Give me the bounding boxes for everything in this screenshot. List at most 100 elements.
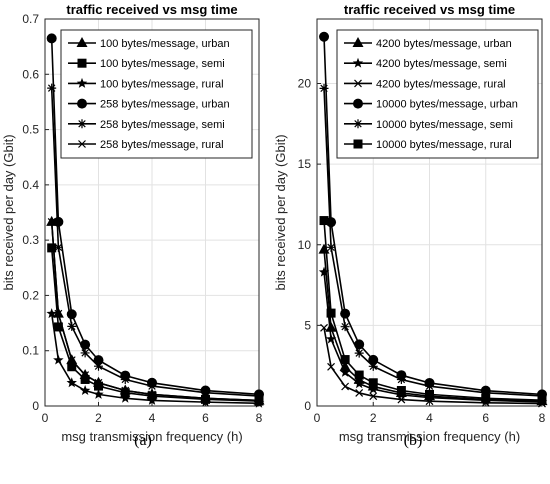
panel-caption-a: (a) [134, 432, 152, 449]
legend-entry: 4200 bytes/message, semi [376, 58, 507, 70]
data-point-star [368, 383, 379, 394]
data-point-asterisk [340, 322, 350, 332]
data-point-asterisk [368, 361, 378, 371]
data-point-asterisk [67, 321, 77, 331]
legend-marker-square [353, 139, 363, 149]
legend: 4200 bytes/message, urban 4200 bytes/mess… [336, 29, 539, 159]
y-tick-label: 0.1 [22, 344, 39, 358]
legend-entry: 100 bytes/message, urban [100, 38, 230, 50]
legend-entry: 10000 bytes/message, rural [376, 139, 512, 151]
data-point-circle [368, 354, 379, 365]
legend-entry: 100 bytes/message, semi [100, 58, 225, 70]
data-point-asterisk [94, 361, 103, 371]
data-point-asterisk [53, 242, 63, 252]
panel-caption-b: (b) [403, 432, 423, 449]
legend-box [336, 29, 539, 159]
data-point-square [53, 322, 63, 332]
data-point-asterisk [254, 391, 264, 401]
x-tick-label: 0 [314, 411, 321, 425]
data-point-x [355, 389, 364, 397]
data-point-star [79, 385, 91, 395]
y-tick-label: 10 [298, 238, 312, 252]
legend-entry: 258 bytes/message, urban [100, 99, 230, 111]
x-tick-label: 6 [202, 411, 209, 425]
x-axis-label: msg transmission frequency (h) [339, 429, 520, 444]
legend-marker-circle [353, 98, 363, 109]
data-point-asterisk [147, 381, 157, 391]
data-point-x [54, 309, 63, 318]
data-point-star [200, 396, 211, 407]
series-6 [47, 217, 263, 405]
data-point-star [46, 308, 57, 319]
y-tick-label: 0.4 [22, 178, 39, 192]
data-point-x [81, 371, 90, 379]
x-tick-label: 8 [539, 411, 546, 425]
y-tick-label: 0.5 [22, 123, 39, 137]
y-tick-label: 0.3 [22, 233, 39, 247]
y-tick-label: 0.6 [22, 67, 39, 81]
data-point-x [320, 323, 328, 332]
x-tick-label: 2 [95, 411, 102, 425]
data-point-square [354, 370, 364, 380]
data-point-star [66, 377, 77, 388]
chart-title: traffic received vs msg time [66, 2, 237, 17]
x-tick-label: 8 [256, 411, 263, 425]
legend-marker-star [76, 77, 88, 88]
data-point-x [67, 356, 76, 365]
data-point-square [340, 355, 350, 365]
data-point-asterisk [396, 375, 406, 385]
data-point-square [120, 388, 130, 398]
data-point-asterisk [425, 381, 434, 391]
data-point-x [148, 390, 156, 399]
legend-box [60, 29, 253, 159]
data-point-x [397, 395, 406, 404]
y-tick-label: 5 [304, 318, 311, 332]
data-point-square [481, 393, 491, 403]
data-point-x [47, 217, 56, 226]
x-tick-label: 2 [370, 411, 377, 425]
data-point-square [67, 362, 77, 372]
x-tick-label: 0 [42, 411, 49, 425]
legend-marker-asterisk [353, 119, 363, 129]
data-point-square [368, 378, 378, 388]
y-axis-label: bits received per day (Gbit) [1, 134, 16, 290]
y-tick-label: 0.2 [22, 288, 39, 302]
data-point-asterisk [354, 348, 364, 358]
legend-marker-x [354, 79, 362, 88]
x-axis-label: msg transmission frequency (h) [61, 429, 242, 444]
data-point-triangle [339, 360, 351, 371]
legend-entry: 10000 bytes/message, semi [376, 119, 513, 131]
chart-panel-a: 0 2 4 6 8 0 0.1 0.2 0.3 0.4 0.5 0.6 0.7 traffic recei… [1, 2, 265, 444]
data-point-asterisk [47, 83, 57, 93]
data-point-star [339, 366, 351, 377]
legend-entry: 4200 bytes/message, rural [376, 78, 506, 90]
series-6 [319, 216, 547, 405]
data-point-asterisk [80, 348, 90, 358]
data-point-asterisk [120, 374, 130, 384]
data-point-asterisk [319, 83, 329, 93]
data-point-star [120, 392, 131, 403]
data-point-square [537, 395, 547, 405]
data-point-x [121, 386, 130, 395]
legend-marker-star [352, 57, 364, 68]
data-point-square [47, 243, 57, 253]
data-point-triangle [325, 321, 337, 332]
data-point-circle [53, 216, 64, 227]
data-point-star [146, 394, 158, 405]
series-5 [47, 83, 264, 401]
legend-entry: 100 bytes/message, rural [100, 78, 224, 90]
data-point-asterisk [481, 388, 491, 398]
data-point-star [93, 388, 104, 399]
data-point-circle [326, 217, 337, 228]
data-point-circle [319, 31, 330, 42]
data-point-star [318, 266, 330, 277]
data-point-circle [66, 309, 77, 320]
axes-box [316, 18, 543, 407]
y-tick-label: 15 [298, 157, 312, 171]
legend-marker-asterisk [77, 119, 87, 129]
legend-entry: 10000 bytes/message, urban [376, 99, 518, 111]
data-point-x [327, 362, 335, 371]
legend-entry: 258 bytes/message, rural [100, 139, 224, 151]
legend-entry: 258 bytes/message, semi [100, 119, 225, 131]
